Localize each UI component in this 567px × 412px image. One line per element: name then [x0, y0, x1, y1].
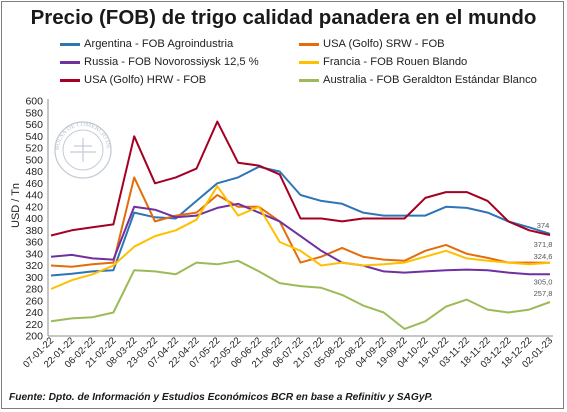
series-line-5	[50, 259, 551, 330]
y-tick-label: 340	[25, 248, 43, 260]
y-tick-label: 300	[25, 272, 43, 284]
end-value-label: 305,0	[534, 277, 553, 286]
series-line-0	[50, 165, 551, 277]
end-value-label: 324,6	[534, 252, 553, 261]
watermark-seal: BOLSA DE COMERCIO DE ROSARIO	[0, 0, 112, 179]
series-line-4	[50, 120, 551, 237]
series-line-3	[50, 185, 551, 290]
legend-label-usa-srw: USA (Golfo) SRW - FOB	[323, 38, 445, 50]
legend-item-russia: Russia - FOB Novorossiysk 12,5 %	[60, 55, 259, 69]
y-tick-label: 220	[25, 319, 43, 331]
legend-item-francia: Francia - FOB Rouen Blando	[299, 55, 467, 69]
y-tick-label: 440	[25, 190, 43, 202]
series-line-2	[50, 202, 550, 276]
y-tick-label: 540	[25, 131, 43, 143]
end-value-label: 371,8	[534, 240, 553, 249]
end-value-label: 374	[537, 221, 550, 230]
legend-swatch-usa-hrw	[60, 78, 80, 82]
legend-label-russia: Russia - FOB Novorossiysk 12,5 %	[84, 56, 259, 68]
legend-label-argentina: Argentina - FOB Agroindustria	[84, 38, 234, 50]
axes	[47, 99, 553, 337]
y-tick-label: 580	[25, 107, 43, 119]
y-tick-label: 420	[25, 201, 43, 213]
legend-label-australia: Australia - FOB Geraldton Estándar Blanc…	[323, 74, 537, 86]
y-tick-label: 520	[25, 143, 43, 155]
end-labels: 374 371,8 324,6 305,0 257,8	[534, 221, 553, 298]
y-tick-label: 400	[25, 213, 43, 225]
legend-swatch-usa-srw	[299, 42, 319, 46]
y-tick-label: 360	[25, 237, 43, 249]
chart-title: Precio (FOB) de trigo calidad panadera e…	[30, 6, 537, 29]
y-tick-label: 380	[25, 225, 43, 237]
legend-label-francia: Francia - FOB Rouen Blando	[323, 56, 468, 68]
legend-label-usa-hrw: USA (Golfo) HRW - FOB	[84, 74, 207, 86]
y-tick-label: 320	[25, 260, 43, 272]
legend-swatch-russia	[60, 60, 80, 64]
y-axis-ticks: 2002202402602803003203403603804004204404…	[25, 96, 43, 343]
y-tick-label: 200	[25, 331, 43, 343]
y-tick-label: 480	[25, 166, 43, 178]
legend-item-australia: Australia - FOB Geraldton Estándar Blanc…	[299, 73, 537, 87]
end-value-label: 257,8	[534, 289, 553, 298]
watermark-text: BOLSA DE COMERCIO DE ROSARIO	[0, 0, 112, 151]
legend-item-usa-hrw: USA (Golfo) HRW - FOB	[60, 73, 206, 87]
legend-swatch-argentina	[60, 42, 80, 46]
series-lines	[50, 120, 551, 330]
series-line-1	[50, 176, 551, 268]
y-tick-label: 500	[25, 154, 43, 166]
y-tick-label: 460	[25, 178, 43, 190]
legend-swatch-francia	[299, 60, 319, 64]
svg-text:BOLSA DE COMERCIO DE ROSARIO: BOLSA DE COMERCIO DE ROSARIO	[0, 0, 112, 151]
legend-swatch-australia	[299, 78, 319, 82]
x-axis-ticks: 07-01-2222-01-2206-02-2221-02-2208-03-22…	[21, 335, 555, 370]
y-tick-label: 240	[25, 307, 43, 319]
legend-item-usa-srw: USA (Golfo) SRW - FOB	[299, 37, 445, 51]
source-note: Fuente: Dpto. de Información y Estudios …	[9, 392, 433, 403]
y-tick-label: 600	[25, 96, 43, 108]
y-tick-label: 260	[25, 295, 43, 307]
legend-item-argentina: Argentina - FOB Agroindustria	[60, 37, 233, 51]
y-tick-label: 280	[25, 284, 43, 296]
y-tick-label: 560	[25, 119, 43, 131]
